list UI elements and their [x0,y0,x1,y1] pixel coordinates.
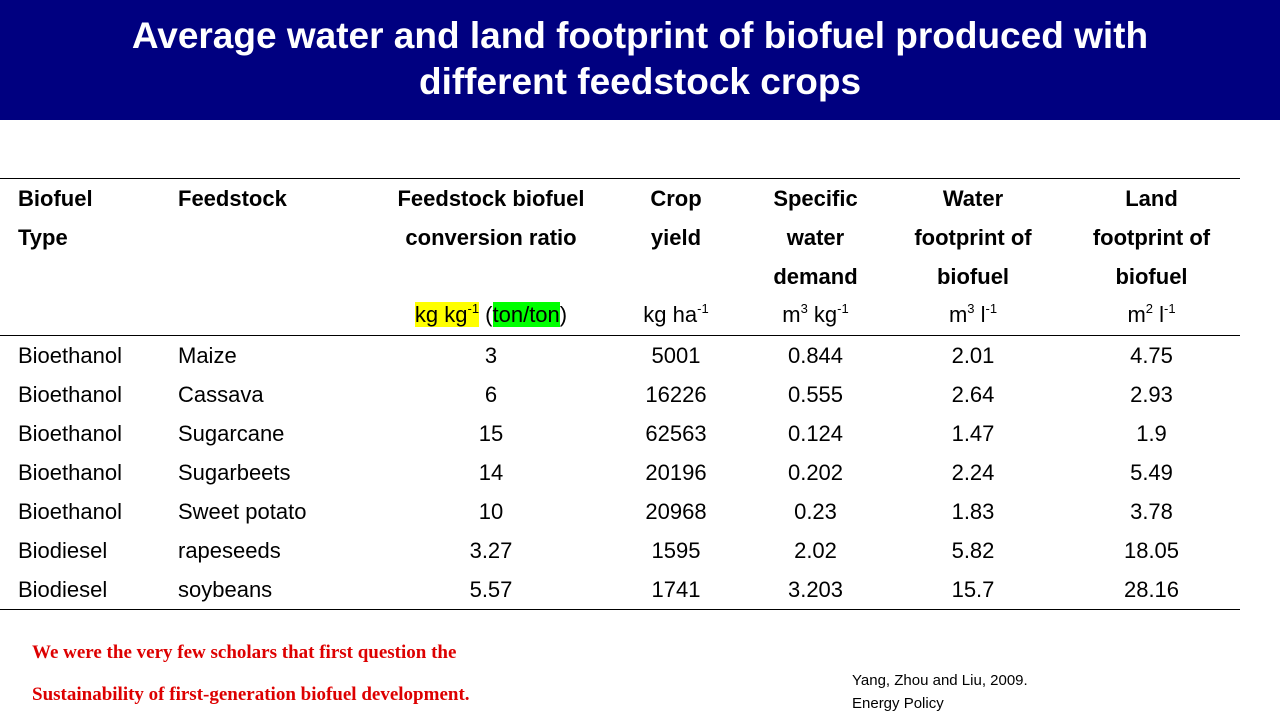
cell-biofuel-type: Biodiesel [0,570,160,610]
header-crop-yield: Crop yield kg ha-1 [604,179,748,336]
cell-water-footprint: 5.82 [951,538,995,563]
header-land-footprint: Land footprint of biofuel m2 l-1 [1063,179,1240,336]
cell-feedstock: Sweet potato [178,499,307,524]
cell-land-footprint: 4.75 [1130,343,1173,368]
cell-feedstock: Cassava [178,382,264,407]
cell-crop-yield: 20196 [645,460,707,485]
unit-conversion-ratio: kg kg-1 (ton/ton) [414,301,568,327]
cell-feedstock: soybeans [160,570,378,610]
table-row: Biodiesel soybeans 5.57 1741 3.203 15.7 … [0,570,1240,610]
table-row: Bioethanol Sweet potato 10 20968 0.23 1.… [0,492,1240,531]
header-biofuel-type: Biofuel Type [18,186,93,250]
unit-kgkg-highlight: kg kg-1 [414,301,480,327]
cell-specific-water-demand: 0.555 [787,382,844,407]
cell-conversion-ratio: 14 [478,460,504,485]
cell-water-footprint: 2.64 [951,382,995,407]
unit-tonton-highlight: ton/ton [492,302,560,327]
cell-water-footprint: 2.24 [951,460,995,485]
scholar-note-line-2: Sustainability of first-generation biofu… [32,684,470,705]
citation-line-1: Yang, Zhou and Liu, 2009. [852,672,1028,689]
cell-land-footprint: 1.9 [1136,421,1167,446]
cell-biofuel-type: Bioethanol [18,499,122,524]
slide-title: Average water and land footprint of biof… [30,13,1250,105]
cell-crop-yield: 62563 [645,421,707,446]
cell-land-footprint: 3.78 [1130,499,1173,524]
cell-crop-yield: 1595 [651,538,701,563]
cell-crop-yield: 1741 [604,570,748,610]
table-row: Bioethanol Cassava 6 16226 0.555 2.64 2.… [0,375,1240,414]
table-row: Bioethanol Sugarcane 15 62563 0.124 1.47… [0,414,1240,453]
cell-biofuel-type: Bioethanol [18,421,122,446]
cell-conversion-ratio: 15 [478,421,504,446]
cell-crop-yield: 16226 [645,382,707,407]
footprint-table: Biofuel Type Feedstock Feedstock biofuel… [0,178,1240,610]
cell-biofuel-type: Bioethanol [18,460,122,485]
citation-line-2: Energy Policy [852,695,944,712]
cell-feedstock: rapeseeds [178,538,281,563]
cell-specific-water-demand: 0.202 [787,460,844,485]
header-specific-water-demand: Specific water demand m3 kg-1 [748,179,883,336]
header-conversion-ratio: Feedstock biofuel conversion ratio kg kg… [378,179,604,336]
cell-land-footprint: 28.16 [1063,570,1240,610]
cell-land-footprint: 5.49 [1130,460,1173,485]
footprint-table-container: Biofuel Type Feedstock Feedstock biofuel… [0,178,1240,610]
table-row: Bioethanol Maize 3 5001 0.844 2.01 4.75 [0,336,1240,376]
cell-conversion-ratio: 10 [478,499,504,524]
cell-specific-water-demand: 3.203 [748,570,883,610]
cell-conversion-ratio: 5.57 [378,570,604,610]
cell-feedstock: Sugarbeets [178,460,291,485]
cell-biofuel-type: Bioethanol [18,382,122,407]
cell-crop-yield: 5001 [651,343,701,368]
unit-water-footprint: m3 l-1 [948,301,998,327]
slide-title-line-1: Average water and land footprint of biof… [131,15,1149,56]
title-bar: Average water and land footprint of biof… [0,0,1280,120]
cell-water-footprint: 1.47 [951,421,995,446]
slide-title-line-2: different feedstock crops [418,61,862,102]
cell-crop-yield: 20968 [645,499,707,524]
cell-land-footprint: 18.05 [1123,538,1180,563]
scholar-note-line-1: We were the very few scholars that first… [32,642,457,663]
table-row: Bioethanol Sugarbeets 14 20196 0.202 2.2… [0,453,1240,492]
cell-land-footprint: 2.93 [1130,382,1173,407]
scholar-note: We were the very few scholars that first… [32,632,732,716]
unit-specific-water-demand: m3 kg-1 [782,301,849,327]
cell-feedstock: Sugarcane [178,421,285,446]
cell-water-footprint: 2.01 [951,343,995,368]
cell-water-footprint: 1.83 [951,499,995,524]
header-water-footprint: Water footprint of biofuel m3 l-1 [883,179,1063,336]
cell-specific-water-demand: 0.844 [787,343,844,368]
unit-land-footprint: m2 l-1 [1127,301,1176,327]
cell-conversion-ratio: 6 [484,382,498,407]
cell-water-footprint: 15.7 [883,570,1063,610]
header-feedstock: Feedstock [178,186,287,211]
cell-specific-water-demand: 0.23 [794,499,837,524]
unit-crop-yield: kg ha-1 [643,301,709,327]
citation: Yang, Zhou and Liu, 2009. Energy Policy [852,669,1152,715]
cell-biofuel-type: Biodiesel [18,538,108,563]
cell-specific-water-demand: 2.02 [794,538,837,563]
cell-conversion-ratio: 3.27 [469,538,513,563]
cell-conversion-ratio: 3 [484,343,498,368]
cell-feedstock: Maize [178,343,237,368]
table-row: Biodiesel rapeseeds 3.27 1595 2.02 5.82 … [0,531,1240,570]
cell-specific-water-demand: 0.124 [787,421,844,446]
cell-biofuel-type: Bioethanol [18,343,122,368]
table-header-row: Biofuel Type Feedstock Feedstock biofuel… [0,178,1240,336]
